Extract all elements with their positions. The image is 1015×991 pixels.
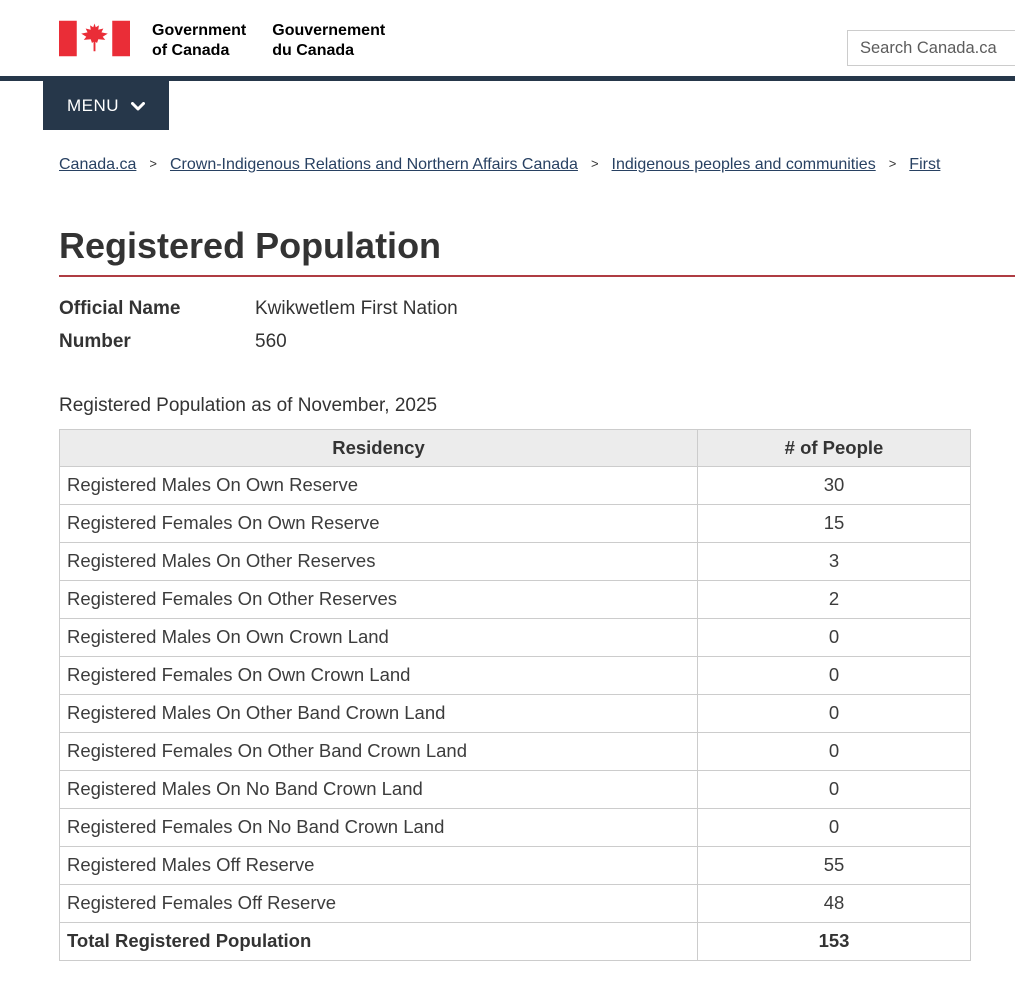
signature-en-line1: Government [152,22,247,39]
total-label-cell: Total Registered Population [59,921,698,961]
people-cell: 15 [697,503,971,543]
people-cell: 0 [697,617,971,657]
people-cell: 0 [697,731,971,771]
breadcrumb-separator: > [149,156,157,171]
table-header-row: Residency # of People [59,428,971,467]
table-row: Registered Females On Own Reserve 15 [59,503,971,543]
people-cell: 0 [697,807,971,847]
breadcrumb-separator: > [888,156,897,171]
table-row: Registered Females Off Reserve 48 [59,883,971,923]
table-row: Registered Females On Other Band Crown L… [59,731,971,771]
residency-cell: Registered Females Off Reserve [59,883,698,923]
residency-cell: Registered Males Off Reserve [59,845,698,885]
table-row: Registered Males On No Band Crown Land 0 [59,769,971,809]
residency-column-header: Residency [59,428,698,467]
table-total-row: Total Registered Population 153 [59,921,971,961]
table-row: Registered Females On Own Crown Land 0 [59,655,971,695]
residency-cell: Registered Males On Own Reserve [59,465,698,505]
people-cell: 55 [697,845,971,885]
people-cell: 3 [697,541,971,581]
residency-cell: Registered Females On Own Reserve [59,503,698,543]
header-divider-strip [0,76,1015,81]
number-label: Number [59,330,131,352]
residency-cell: Registered Males On Other Band Crown Lan… [59,693,698,733]
people-cell: 30 [697,465,971,505]
table-caption: Registered Population as of November, 20… [59,394,438,416]
table-row: Registered Females On Other Reserves 2 [59,579,971,619]
breadcrumb-separator: > [590,156,599,171]
signature-en-line2: of Canada [152,41,230,59]
table-row: Registered Males On Own Crown Land 0 [59,617,971,657]
breadcrumb: Canada.ca > Crown-Indigenous Relations and… [59,156,1015,174]
signature-fr-line2: du Canada [272,41,355,59]
residency-cell: Registered Females On Own Crown Land [59,655,698,695]
signature-french: Gouvernement du Canada [272,21,385,60]
residency-cell: Registered Males On Other Reserves [59,541,698,581]
people-cell: 0 [697,655,971,695]
official-name-label: Official Name [59,297,181,319]
search-input[interactable] [847,30,1015,66]
breadcrumb-link-indigenous-peoples[interactable]: Indigenous peoples and communities [611,156,876,173]
residency-cell: Registered Females On No Band Crown Land [59,807,698,847]
people-cell: 0 [697,769,971,809]
menu-button-label: MENU [66,95,120,115]
main-content: Registered Population Official Name Kwik… [59,226,1015,961]
breadcrumb-link-canada-ca[interactable]: Canada.ca [59,156,137,173]
canada-flag-icon [59,20,130,57]
residency-cell: Registered Males On No Band Crown Land [59,769,698,809]
menu-row: MENU [0,81,1015,130]
signature-fr-line1: Gouvernement [272,22,386,39]
breadcrumb-link-cirnac[interactable]: Crown-Indigenous Relations and Northern … [169,156,578,173]
government-of-canada-signature[interactable]: Government of Canada Gouvernement du Can… [59,20,385,60]
people-cell: 48 [697,883,971,923]
residency-cell: Registered Males On Own Crown Land [59,617,698,657]
menu-button[interactable]: MENU [43,81,169,130]
table-row: Registered Males On Other Band Crown Lan… [59,693,971,733]
official-name-value: Kwikwetlem First Nation [255,297,458,319]
total-value-cell: 153 [697,921,971,961]
table-row: Registered Males On Own Reserve 30 [59,465,971,505]
signature-text: Government of Canada Gouvernement du Can… [152,21,385,60]
signature-english: Government of Canada [152,21,246,60]
site-header: Government of Canada Gouvernement du Can… [0,0,1015,76]
page-title: Registered Population [59,226,1015,277]
breadcrumb-link-first-nations[interactable]: First [909,156,941,173]
chevron-down-icon [131,102,146,111]
number-value: 560 [255,330,287,352]
residency-cell: Registered Females On Other Reserves [59,579,698,619]
people-cell: 0 [697,693,971,733]
table-row: Registered Males On Other Reserves 3 [59,541,971,581]
residency-cell: Registered Females On Other Band Crown L… [59,731,698,771]
people-cell: 2 [697,579,971,619]
table-row: Registered Males Off Reserve 55 [59,845,971,885]
people-column-header: # of People [697,428,971,467]
table-row: Registered Females On No Band Crown Land… [59,807,971,847]
band-info-fields: Official Name Kwikwetlem First Nation Nu… [59,292,1015,358]
population-table: Residency # of People Registered Males O… [59,428,971,961]
